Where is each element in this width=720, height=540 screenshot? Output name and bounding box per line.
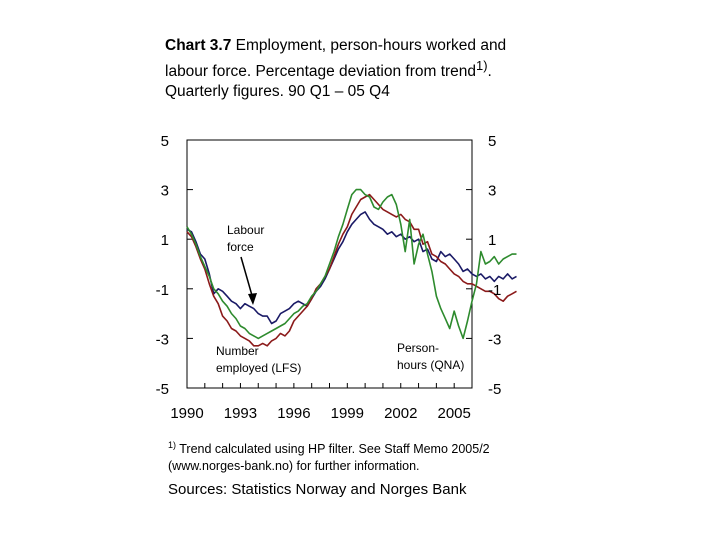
x-tick-label: 1999 <box>331 405 364 422</box>
chart-title-text: Employment, person-hours worked and labo… <box>165 37 507 81</box>
y-tick-label-left: 1 <box>161 232 169 249</box>
x-tick-label: 2002 <box>384 405 417 422</box>
y-tick-label-right: -5 <box>488 381 501 398</box>
y-tick-label-left: -3 <box>156 331 169 348</box>
chart-number: Chart 3.7 <box>165 37 232 54</box>
y-tick-label-right: 5 <box>488 133 496 150</box>
chart-title-rest: . Quarterly figures. 90 Q1 – 05 Q4 <box>165 63 492 101</box>
y-tick-label-right: 3 <box>488 183 496 200</box>
x-tick-label: 2005 <box>438 405 471 422</box>
labour-force-label-line1: Labour <box>227 223 264 237</box>
y-tick-label-right: -1 <box>488 282 501 299</box>
labour-force-label-line2: force <box>227 240 254 254</box>
y-tick-label-left: -1 <box>156 282 169 299</box>
labour-force-arrow-line <box>240 256 254 300</box>
series-line-hours <box>186 188 517 340</box>
y-tick-label-left: 3 <box>161 183 169 200</box>
sources-note: Sources: Statistics Norway and Norges Ba… <box>168 481 467 498</box>
x-tick-label: 1990 <box>170 405 203 422</box>
series-line-labour-force <box>186 211 517 325</box>
employed-label-line1: Number <box>216 344 259 358</box>
labour-force-arrow-head <box>248 293 257 305</box>
y-tick-label-left: 5 <box>161 133 169 150</box>
chart-series <box>186 188 517 347</box>
footnote: 1) Trend calculated using HP filter. See… <box>168 437 568 475</box>
y-tick-label-right: 1 <box>488 232 496 249</box>
footnote-text: Trend calculated using HP filter. See St… <box>168 442 490 474</box>
hours-label-line2: hours (QNA) <box>397 358 464 372</box>
series-line-employed <box>186 193 517 347</box>
x-tick-label: 1993 <box>224 405 257 422</box>
hours-label-line1: Person- <box>397 341 439 355</box>
y-tick-label-right: -3 <box>488 331 501 348</box>
title-footnote-marker: 1) <box>476 58 488 73</box>
employed-label-line2: employed (LFS) <box>216 361 301 375</box>
chart-title: Chart 3.7 Employment, person-hours worke… <box>165 36 525 102</box>
x-tick-label: 1996 <box>277 405 310 422</box>
y-tick-label-left: -5 <box>156 381 169 398</box>
footnote-marker: 1) <box>168 440 177 450</box>
chart-annotations: Labour force Number employed (LFS) Perso… <box>216 223 464 375</box>
